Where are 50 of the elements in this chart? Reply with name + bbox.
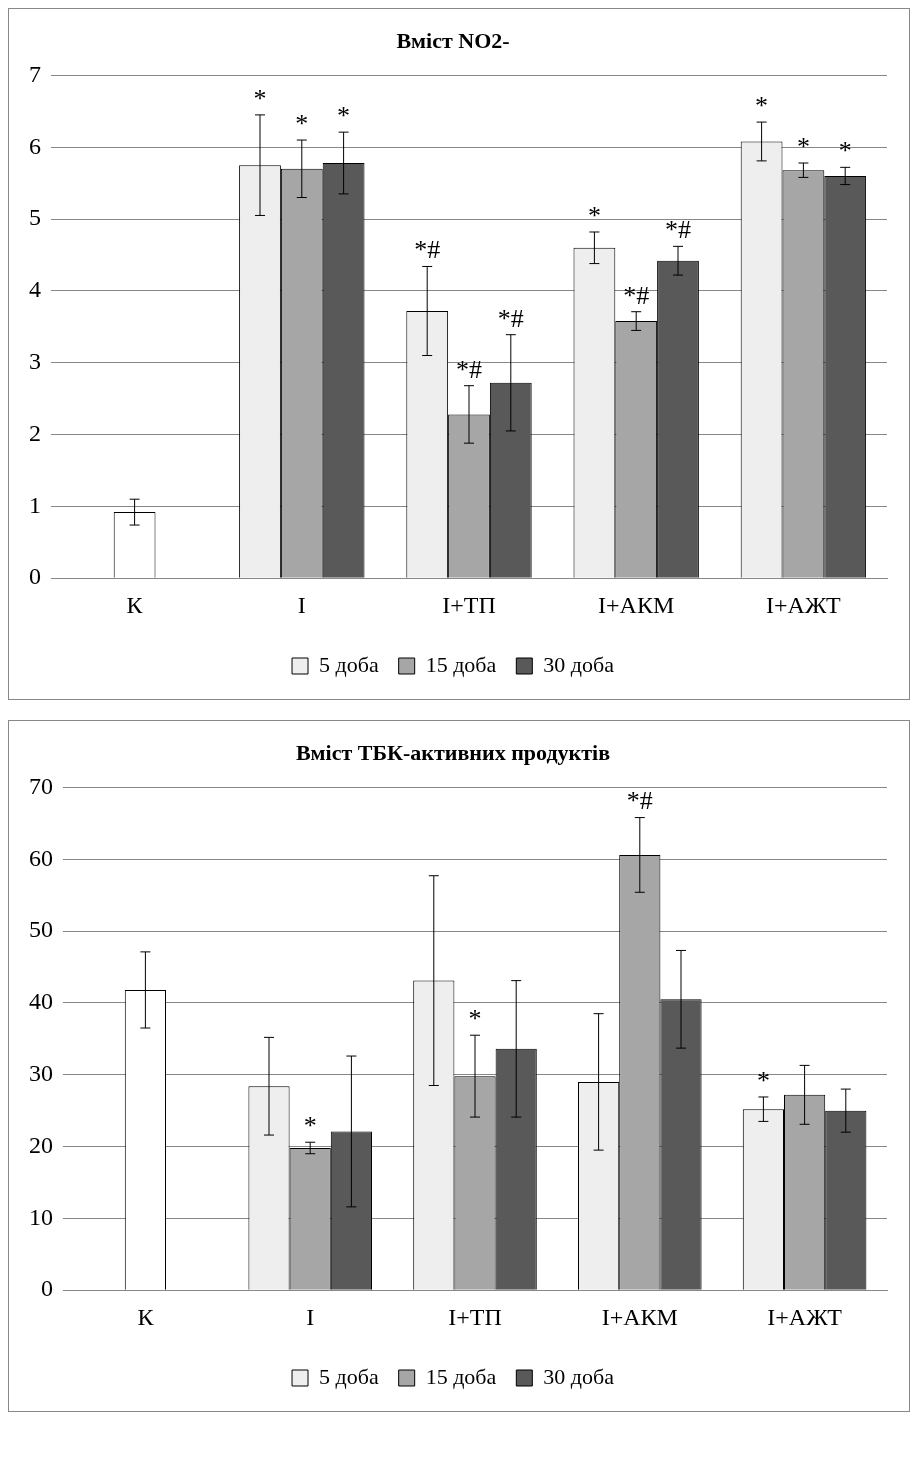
x-tick-label: І — [297, 591, 306, 618]
y-tick-label: 5 — [29, 204, 41, 231]
data-label: * — [755, 90, 769, 120]
y-tick-label: 6 — [29, 132, 41, 159]
data-label: *# — [665, 215, 691, 245]
data-label: * — [756, 1065, 770, 1095]
x-tick-label: І+АКМ — [601, 1303, 678, 1330]
y-tick-label: 2 — [29, 419, 41, 446]
legend-label: 30 доба — [543, 1363, 615, 1389]
data-label: * — [303, 1111, 317, 1141]
data-label: *# — [623, 280, 650, 310]
chart-title: Вміст ТБК-активних продуктів — [295, 739, 611, 765]
y-tick-label: 1 — [29, 491, 41, 518]
y-tick-label: 70 — [29, 772, 53, 799]
legend-label: 30 доба — [543, 651, 615, 677]
data-label: * — [295, 108, 309, 138]
data-label: * — [796, 131, 810, 161]
data-label: * — [587, 200, 601, 230]
y-tick-label: 4 — [29, 276, 41, 303]
data-label: *# — [626, 786, 653, 816]
data-label: * — [337, 100, 351, 130]
y-tick-label: 50 — [29, 916, 53, 943]
y-tick-label: 7 — [29, 60, 41, 87]
y-tick-label: 3 — [29, 348, 41, 375]
data-label: *# — [414, 235, 441, 265]
data-label: *# — [497, 303, 524, 333]
x-tick-label: І+АЖТ — [767, 1303, 843, 1330]
x-tick-label: І+АКМ — [598, 591, 675, 618]
y-tick-label: 40 — [29, 988, 53, 1015]
chart-title: Вміст NO2- — [396, 27, 510, 53]
x-tick-label: І — [306, 1303, 315, 1330]
x-tick-label: К — [126, 591, 144, 618]
x-tick-label: К — [137, 1303, 155, 1330]
legend-label: 15 доба — [425, 651, 497, 677]
y-tick-label: 0 — [29, 563, 41, 590]
y-tick-label: 60 — [29, 844, 53, 871]
legend-label: 15 доба — [425, 1363, 497, 1389]
legend-label: 5 доба — [319, 1363, 379, 1389]
y-tick-label: 20 — [29, 1131, 53, 1158]
data-label: *# — [456, 354, 482, 384]
data-label: * — [468, 1004, 482, 1034]
y-tick-label: 0 — [41, 1275, 53, 1302]
legend-label: 5 доба — [319, 651, 379, 677]
y-tick-label: 10 — [29, 1203, 53, 1230]
x-tick-label: І+ТП — [442, 591, 496, 618]
x-tick-label: І+ТП — [448, 1303, 502, 1330]
data-label: * — [253, 83, 267, 113]
x-tick-label: І+АЖТ — [766, 591, 842, 618]
data-label: * — [838, 136, 852, 166]
y-tick-label: 30 — [29, 1060, 53, 1087]
